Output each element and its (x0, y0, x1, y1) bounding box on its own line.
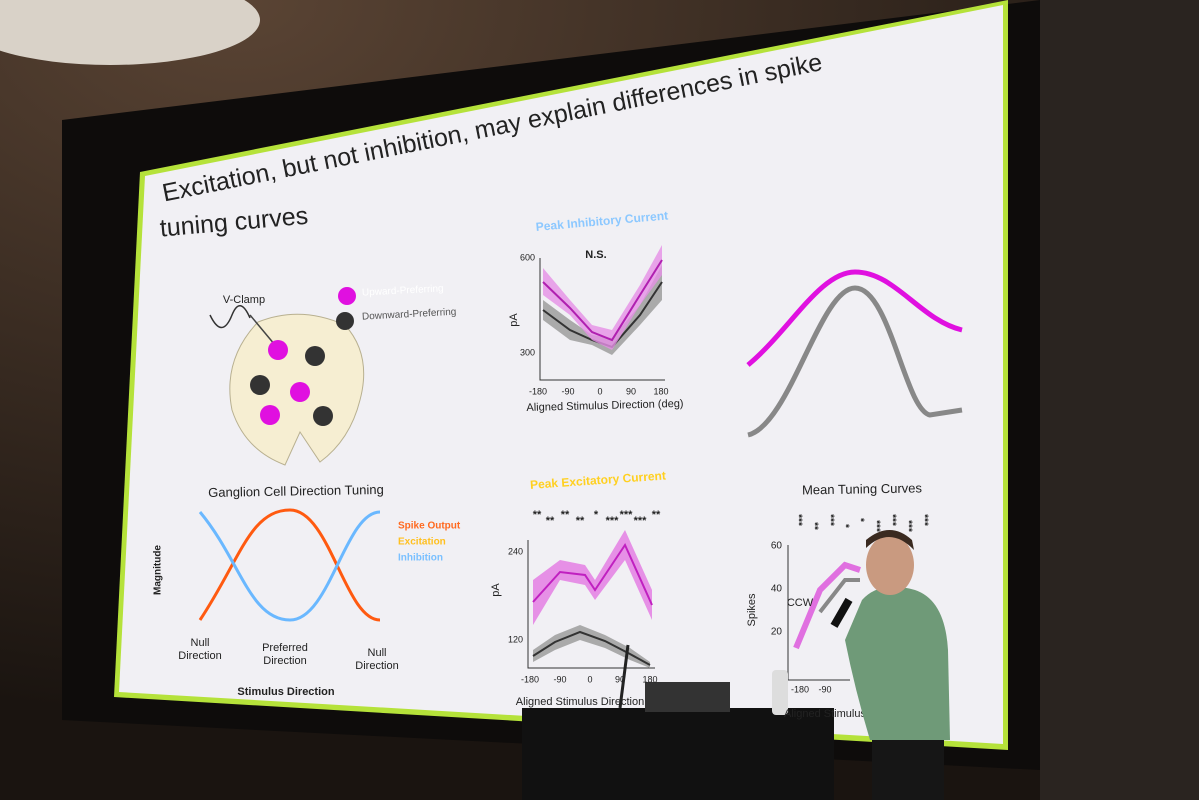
x-tick-label: Direction (355, 660, 398, 672)
laptop (645, 682, 730, 712)
x-tick-label: 180 (653, 386, 668, 396)
legend-label: Excitation (398, 537, 446, 548)
significance: *** (870, 520, 881, 532)
curve (198, 508, 381, 622)
x-tick-label: Null (191, 637, 210, 649)
significance: * (839, 524, 850, 528)
handheld-mic (830, 597, 853, 628)
curve (542, 259, 663, 342)
legend-label: Spike Output (398, 521, 461, 532)
speaker-hair (866, 530, 914, 550)
cell-dot (260, 405, 280, 425)
annotation: CCW (787, 597, 814, 609)
x-tick-label: 0 (597, 386, 602, 396)
y-tick-label: 120 (508, 634, 523, 644)
curve (198, 510, 381, 622)
curve (818, 578, 860, 614)
significance: *** (902, 520, 913, 532)
podium (522, 708, 834, 800)
curve (793, 561, 861, 650)
wall (1040, 0, 1199, 800)
y-tick-label: 40 (771, 584, 783, 595)
x-tick-label: 0 (587, 674, 592, 684)
x-tick-label: -90 (561, 386, 574, 396)
x-tick-label: Null (368, 647, 387, 659)
significance: * (594, 509, 599, 521)
significance: *** (634, 515, 648, 527)
axis-label: Aligned Stimulus Direction (516, 696, 644, 708)
significance: ** (533, 509, 542, 521)
trace (209, 305, 251, 329)
electrode (249, 314, 276, 346)
x-tick-label: Direction (178, 650, 221, 662)
axis-label: pA (490, 583, 502, 597)
y-tick-label: 600 (520, 252, 535, 262)
plot-title: Mean Tuning Curves (802, 480, 923, 497)
x-tick-label: -90 (818, 684, 831, 694)
axis (539, 258, 665, 381)
cell-dot (250, 375, 270, 395)
cell-dot (305, 346, 325, 366)
axis-label: Magnitude (153, 545, 164, 595)
legend-label: Inhibition (398, 553, 443, 564)
x-tick-label: -90 (553, 674, 566, 684)
legend-dot (338, 287, 356, 305)
axis-label: Aligned Stimulus (784, 708, 866, 720)
y-tick-label: 240 (508, 546, 523, 556)
axis-label: Aligned Stimulus Direction (deg) (526, 398, 683, 414)
x-tick-label: 90 (615, 674, 625, 684)
significance: ** (561, 509, 570, 521)
curve (747, 285, 963, 438)
microphone (618, 644, 630, 709)
legend-label: Upward-Preferring (362, 283, 444, 298)
bottle (772, 670, 788, 715)
x-tick-label: Preferred (262, 642, 308, 654)
annotation: N.S. (585, 249, 606, 261)
cell-dot (313, 406, 333, 426)
axis (527, 540, 655, 669)
significance: *** (886, 514, 897, 526)
speaker-legs (872, 740, 944, 800)
ceiling-light (0, 0, 260, 65)
significance: ** (576, 515, 585, 527)
x-tick-label: -180 (529, 386, 547, 396)
axis-label: Spikes (746, 593, 758, 627)
speaker-head (866, 535, 914, 595)
plot-title: Ganglion Cell Direction Tuning (208, 482, 384, 500)
significance: ** (808, 522, 819, 530)
x-tick-label: 180 (642, 674, 657, 684)
x-tick-label: Direction (263, 655, 306, 667)
band (543, 265, 662, 355)
speaker-shirt (845, 586, 950, 740)
legend-dot (336, 312, 354, 330)
cell-dot (290, 382, 310, 402)
y-tick-label: 20 (771, 627, 783, 638)
significance: ** (652, 509, 661, 521)
significance: *** (792, 514, 803, 526)
x-tick-label: 90 (626, 386, 636, 396)
axis-label: pA (508, 313, 520, 327)
y-tick-label: 300 (520, 347, 535, 357)
band (533, 625, 650, 668)
curve (532, 542, 653, 606)
significance: *** (918, 514, 929, 526)
significance: ** (546, 515, 555, 527)
legend-label: Downward-Preferring (362, 307, 457, 323)
x-tick-label: -180 (521, 674, 539, 684)
significance: *** (824, 514, 835, 526)
x-tick-label: -180 (791, 684, 809, 694)
axis-label: Stimulus Direction (237, 686, 334, 698)
significance: * (854, 518, 865, 522)
diagram-label: V-Clamp (223, 294, 265, 306)
cell-dot (268, 340, 288, 360)
y-tick-label: 60 (771, 541, 783, 552)
curve (532, 630, 651, 666)
significance: *** (606, 515, 620, 527)
curve (746, 269, 963, 367)
significance: *** (620, 509, 634, 521)
band (533, 530, 652, 625)
